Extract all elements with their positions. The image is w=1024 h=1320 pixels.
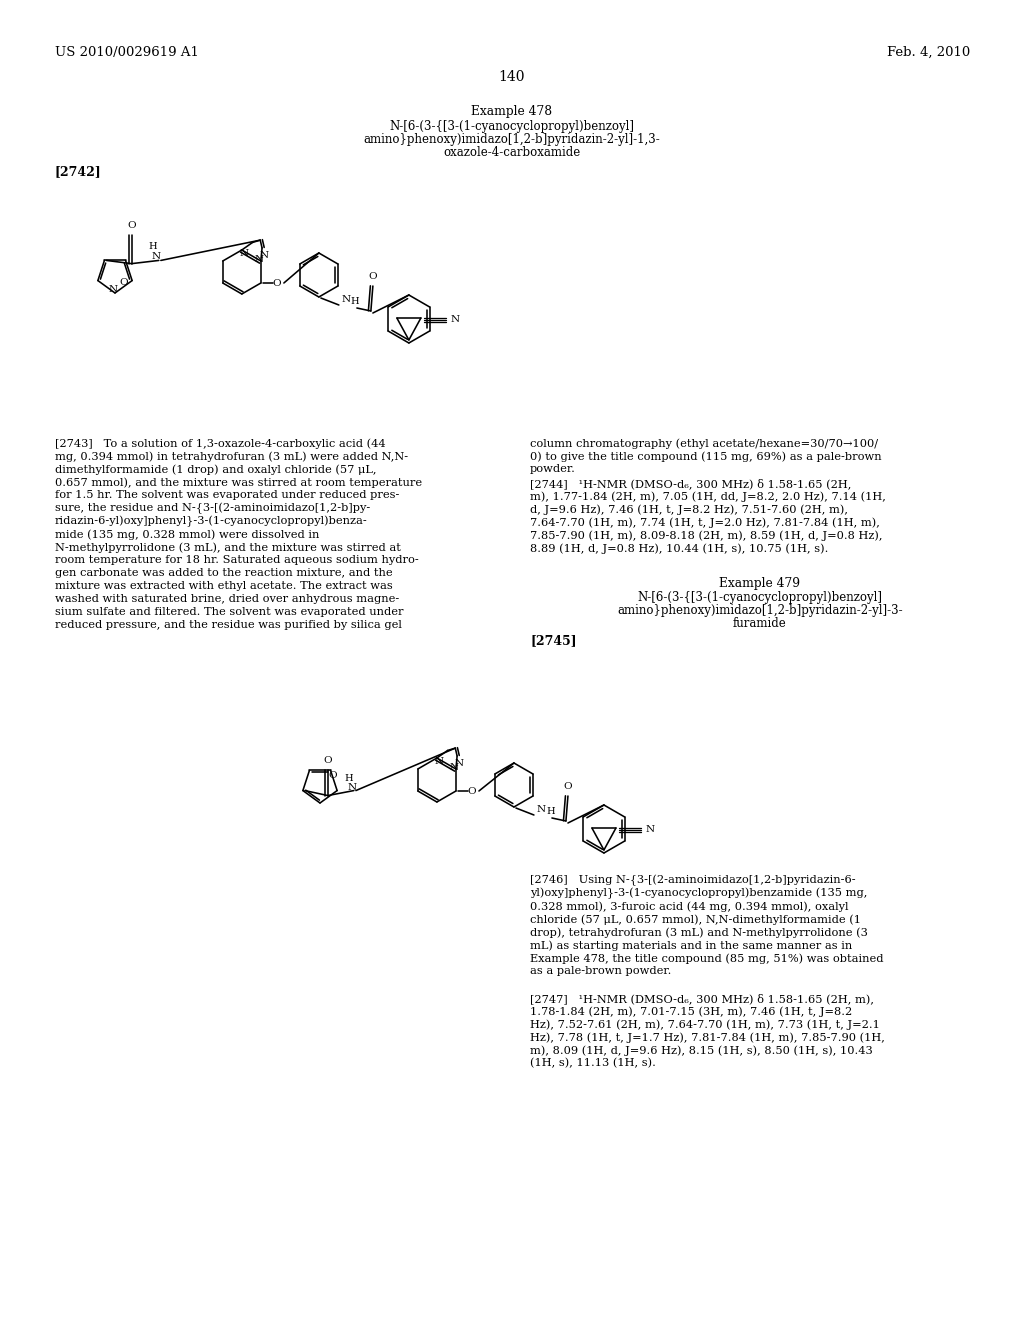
Text: N-methylpyrrolidone (3 mL), and the mixture was stirred at: N-methylpyrrolidone (3 mL), and the mixt… xyxy=(55,543,400,553)
Text: H: H xyxy=(546,808,555,817)
Text: N: N xyxy=(537,805,546,814)
Text: Hz), 7.52-7.61 (2H, m), 7.64-7.70 (1H, m), 7.73 (1H, t, J=2.1: Hz), 7.52-7.61 (2H, m), 7.64-7.70 (1H, m… xyxy=(530,1019,880,1030)
Text: 0) to give the title compound (115 mg, 69%) as a pale-brown: 0) to give the title compound (115 mg, 6… xyxy=(530,451,882,462)
Text: drop), tetrahydrofuran (3 mL) and N-methylpyrrolidone (3: drop), tetrahydrofuran (3 mL) and N-meth… xyxy=(530,927,868,937)
Text: O: O xyxy=(324,755,332,764)
Text: 0.657 mmol), and the mixture was stirred at room temperature: 0.657 mmol), and the mixture was stirred… xyxy=(55,477,422,487)
Text: 1.78-1.84 (2H, m), 7.01-7.15 (3H, m), 7.46 (1H, t, J=8.2: 1.78-1.84 (2H, m), 7.01-7.15 (3H, m), 7.… xyxy=(530,1006,852,1016)
Text: [2743]   To a solution of 1,3-oxazole-4-carboxylic acid (44: [2743] To a solution of 1,3-oxazole-4-ca… xyxy=(55,438,386,449)
Text: 8.89 (1H, d, J=0.8 Hz), 10.44 (1H, s), 10.75 (1H, s).: 8.89 (1H, d, J=0.8 Hz), 10.44 (1H, s), 1… xyxy=(530,543,828,553)
Text: N: N xyxy=(434,756,443,766)
Text: chloride (57 μL, 0.657 mmol), N,N-dimethylformamide (1: chloride (57 μL, 0.657 mmol), N,N-dimeth… xyxy=(530,913,861,924)
Text: powder.: powder. xyxy=(530,465,575,474)
Text: N: N xyxy=(152,252,161,261)
Text: H: H xyxy=(344,774,353,783)
Text: sure, the residue and N-{3-[(2-aminoimidazo[1,2-b]py-: sure, the residue and N-{3-[(2-aminoimid… xyxy=(55,503,371,515)
Text: N: N xyxy=(347,783,356,792)
Text: amino}phenoxy)imidazo[1,2-b]pyridazin-2-yl]-1,3-: amino}phenoxy)imidazo[1,2-b]pyridazin-2-… xyxy=(364,133,660,147)
Text: gen carbonate was added to the reaction mixture, and the: gen carbonate was added to the reaction … xyxy=(55,568,392,578)
Text: 140: 140 xyxy=(499,70,525,84)
Text: washed with saturated brine, dried over anhydrous magne-: washed with saturated brine, dried over … xyxy=(55,594,399,605)
Text: column chromatography (ethyl acetate/hexane=30/70→100/: column chromatography (ethyl acetate/hex… xyxy=(530,438,879,449)
Text: [2746]   Using N-{3-[(2-aminoimidazo[1,2-b]pyridazin-6-: [2746] Using N-{3-[(2-aminoimidazo[1,2-b… xyxy=(530,875,856,886)
Text: 7.64-7.70 (1H, m), 7.74 (1H, t, J=2.0 Hz), 7.81-7.84 (1H, m),: 7.64-7.70 (1H, m), 7.74 (1H, t, J=2.0 Hz… xyxy=(530,517,880,528)
Text: N-[6-(3-{[3-(1-cyanocyclopropyl)benzoyl]: N-[6-(3-{[3-(1-cyanocyclopropyl)benzoyl] xyxy=(638,591,883,605)
Text: N: N xyxy=(450,763,459,771)
Text: N: N xyxy=(455,759,464,768)
Text: for 1.5 hr. The solvent was evaporated under reduced pres-: for 1.5 hr. The solvent was evaporated u… xyxy=(55,490,399,500)
Text: N: N xyxy=(240,248,249,257)
Text: N: N xyxy=(254,255,263,264)
Text: O: O xyxy=(120,279,128,286)
Text: Hz), 7.78 (1H, t, J=1.7 Hz), 7.81-7.84 (1H, m), 7.85-7.90 (1H,: Hz), 7.78 (1H, t, J=1.7 Hz), 7.81-7.84 (… xyxy=(530,1032,885,1043)
Text: mixture was extracted with ethyl acetate. The extract was: mixture was extracted with ethyl acetate… xyxy=(55,581,393,591)
Text: [2742]: [2742] xyxy=(55,165,101,178)
Text: (1H, s), 11.13 (1H, s).: (1H, s), 11.13 (1H, s). xyxy=(530,1059,656,1068)
Text: furamide: furamide xyxy=(733,616,786,630)
Text: O: O xyxy=(329,771,337,780)
Text: mide (135 mg, 0.328 mmol) were dissolved in: mide (135 mg, 0.328 mmol) were dissolved… xyxy=(55,529,319,540)
Text: O: O xyxy=(468,787,476,796)
Text: ridazin-6-yl)oxy]phenyl}-3-(1-cyanocyclopropyl)benza-: ridazin-6-yl)oxy]phenyl}-3-(1-cyanocyclo… xyxy=(55,516,368,528)
Text: O: O xyxy=(369,272,377,281)
Text: room temperature for 18 hr. Saturated aqueous sodium hydro-: room temperature for 18 hr. Saturated aq… xyxy=(55,554,419,565)
Text: amino}phenoxy)imidazo[1,2-b]pyridazin-2-yl]-3-: amino}phenoxy)imidazo[1,2-b]pyridazin-2-… xyxy=(617,605,903,616)
Text: O: O xyxy=(563,781,572,791)
Text: d, J=9.6 Hz), 7.46 (1H, t, J=8.2 Hz), 7.51-7.60 (2H, m),: d, J=9.6 Hz), 7.46 (1H, t, J=8.2 Hz), 7.… xyxy=(530,504,848,515)
Text: H: H xyxy=(351,297,359,306)
Text: Example 478, the title compound (85 mg, 51%) was obtained: Example 478, the title compound (85 mg, … xyxy=(530,953,884,964)
Text: US 2010/0029619 A1: US 2010/0029619 A1 xyxy=(55,46,199,59)
Text: N: N xyxy=(259,252,268,260)
Text: Example 479: Example 479 xyxy=(720,577,801,590)
Text: m), 1.77-1.84 (2H, m), 7.05 (1H, dd, J=8.2, 2.0 Hz), 7.14 (1H,: m), 1.77-1.84 (2H, m), 7.05 (1H, dd, J=8… xyxy=(530,491,886,502)
Text: H: H xyxy=(148,242,157,251)
Text: as a pale-brown powder.: as a pale-brown powder. xyxy=(530,966,672,975)
Text: reduced pressure, and the residue was purified by silica gel: reduced pressure, and the residue was pu… xyxy=(55,620,401,630)
Text: 7.85-7.90 (1H, m), 8.09-8.18 (2H, m), 8.59 (1H, d, J=0.8 Hz),: 7.85-7.90 (1H, m), 8.09-8.18 (2H, m), 8.… xyxy=(530,531,883,541)
Text: [2744]   ¹H-NMR (DMSO-d₆, 300 MHz) δ 1.58-1.65 (2H,: [2744] ¹H-NMR (DMSO-d₆, 300 MHz) δ 1.58-… xyxy=(530,478,851,488)
Text: N: N xyxy=(646,825,655,834)
Text: m), 8.09 (1H, d, J=9.6 Hz), 8.15 (1H, s), 8.50 (1H, s), 10.43: m), 8.09 (1H, d, J=9.6 Hz), 8.15 (1H, s)… xyxy=(530,1045,872,1056)
Text: mL) as starting materials and in the same manner as in: mL) as starting materials and in the sam… xyxy=(530,940,852,950)
Text: yl)oxy]phenyl}-3-(1-cyanocyclopropyl)benzamide (135 mg,: yl)oxy]phenyl}-3-(1-cyanocyclopropyl)ben… xyxy=(530,888,867,899)
Text: [2745]: [2745] xyxy=(530,634,577,647)
Text: Feb. 4, 2010: Feb. 4, 2010 xyxy=(887,46,970,59)
Text: O: O xyxy=(127,220,136,230)
Text: [2747]   ¹H-NMR (DMSO-d₆, 300 MHz) δ 1.58-1.65 (2H, m),: [2747] ¹H-NMR (DMSO-d₆, 300 MHz) δ 1.58-… xyxy=(530,993,874,1003)
Text: 0.328 mmol), 3-furoic acid (44 mg, 0.394 mmol), oxalyl: 0.328 mmol), 3-furoic acid (44 mg, 0.394… xyxy=(530,902,849,912)
Text: sium sulfate and filtered. The solvent was evaporated under: sium sulfate and filtered. The solvent w… xyxy=(55,607,403,616)
Text: oxazole-4-carboxamide: oxazole-4-carboxamide xyxy=(443,147,581,158)
Text: N: N xyxy=(109,285,118,293)
Text: N-[6-(3-{[3-(1-cyanocyclopropyl)benzoyl]: N-[6-(3-{[3-(1-cyanocyclopropyl)benzoyl] xyxy=(389,120,635,133)
Text: N: N xyxy=(342,296,351,305)
Text: O: O xyxy=(272,279,282,288)
Text: Example 478: Example 478 xyxy=(471,106,553,117)
Text: dimethylformamide (1 drop) and oxalyl chloride (57 μL,: dimethylformamide (1 drop) and oxalyl ch… xyxy=(55,465,377,475)
Text: mg, 0.394 mmol) in tetrahydrofuran (3 mL) were added N,N-: mg, 0.394 mmol) in tetrahydrofuran (3 mL… xyxy=(55,451,409,462)
Text: N: N xyxy=(451,315,460,325)
